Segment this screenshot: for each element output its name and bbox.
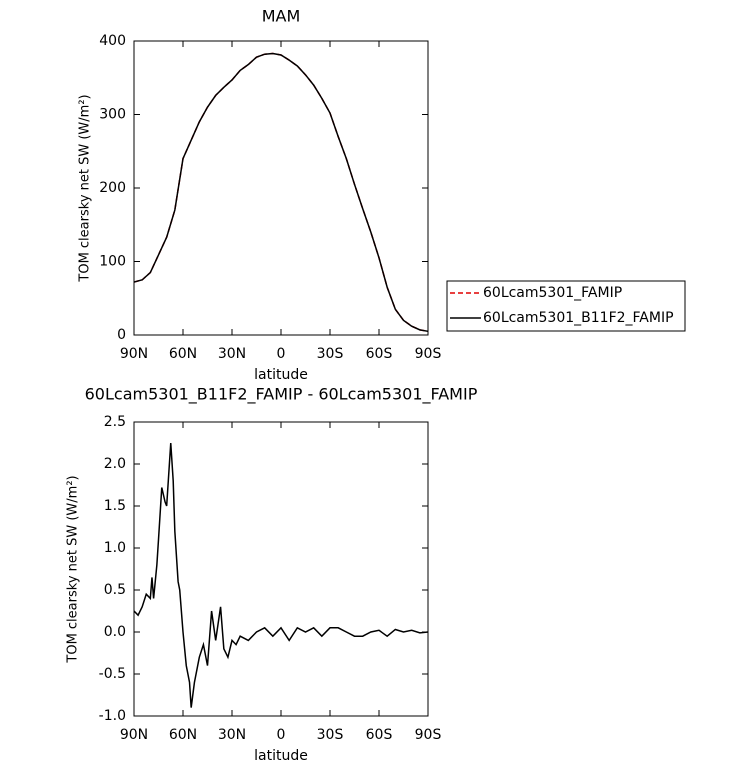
y-tick-label: 400: [99, 33, 126, 49]
x-tick-label: 0: [277, 727, 286, 743]
data-line: [133, 52, 429, 333]
x-tick-label: 90N: [120, 727, 148, 743]
y-tick-label: 1.5: [104, 498, 126, 514]
y-tick-label: 0.0: [104, 624, 126, 640]
x-tick-label: 90S: [415, 346, 442, 362]
x-tick-label: 60S: [366, 346, 393, 362]
y-tick-label: 1.0: [104, 540, 126, 556]
y-tick-label: 0: [117, 327, 126, 343]
x-tick-label: 30S: [317, 727, 344, 743]
plot-frame: [133, 40, 429, 336]
x-tick-label: 30N: [218, 727, 246, 743]
legend-label: 60Lcam5301_FAMIP: [483, 285, 622, 301]
x-tick-label: 90N: [120, 346, 148, 362]
y-tick-label: 0.5: [104, 582, 126, 598]
x-tick-label: 60S: [366, 727, 393, 743]
y-axis-label: TOM clearsky net SW (W/m²): [66, 475, 81, 663]
y-tick-label: 2.0: [104, 456, 126, 472]
y-tick-label: 100: [99, 254, 126, 270]
y-tick-label: 200: [99, 180, 126, 196]
plot-frame: [133, 421, 429, 717]
y-tick-label: -1.0: [99, 708, 126, 724]
y-tick-label: 2.5: [104, 414, 126, 430]
legend-box: [446, 280, 686, 332]
y-tick-label: -0.5: [99, 666, 126, 682]
chart-title: 60Lcam5301_B11F2_FAMIP - 60Lcam5301_FAMI…: [85, 385, 478, 405]
legend-label: 60Lcam5301_B11F2_FAMIP: [483, 310, 674, 326]
y-axis-label: TOM clearsky net SW (W/m²): [78, 94, 93, 282]
x-tick-label: 60N: [169, 346, 197, 362]
data-line: [133, 442, 429, 708]
x-axis-label: latitude: [254, 367, 308, 383]
x-tick-label: 0: [277, 346, 286, 362]
y-tick-label: 300: [99, 107, 126, 123]
chart-title: MAM: [262, 7, 301, 26]
x-tick-label: 90S: [415, 727, 442, 743]
x-axis-label: latitude: [254, 748, 308, 764]
x-tick-label: 60N: [169, 727, 197, 743]
x-tick-label: 30S: [317, 346, 344, 362]
x-tick-label: 30N: [218, 346, 246, 362]
